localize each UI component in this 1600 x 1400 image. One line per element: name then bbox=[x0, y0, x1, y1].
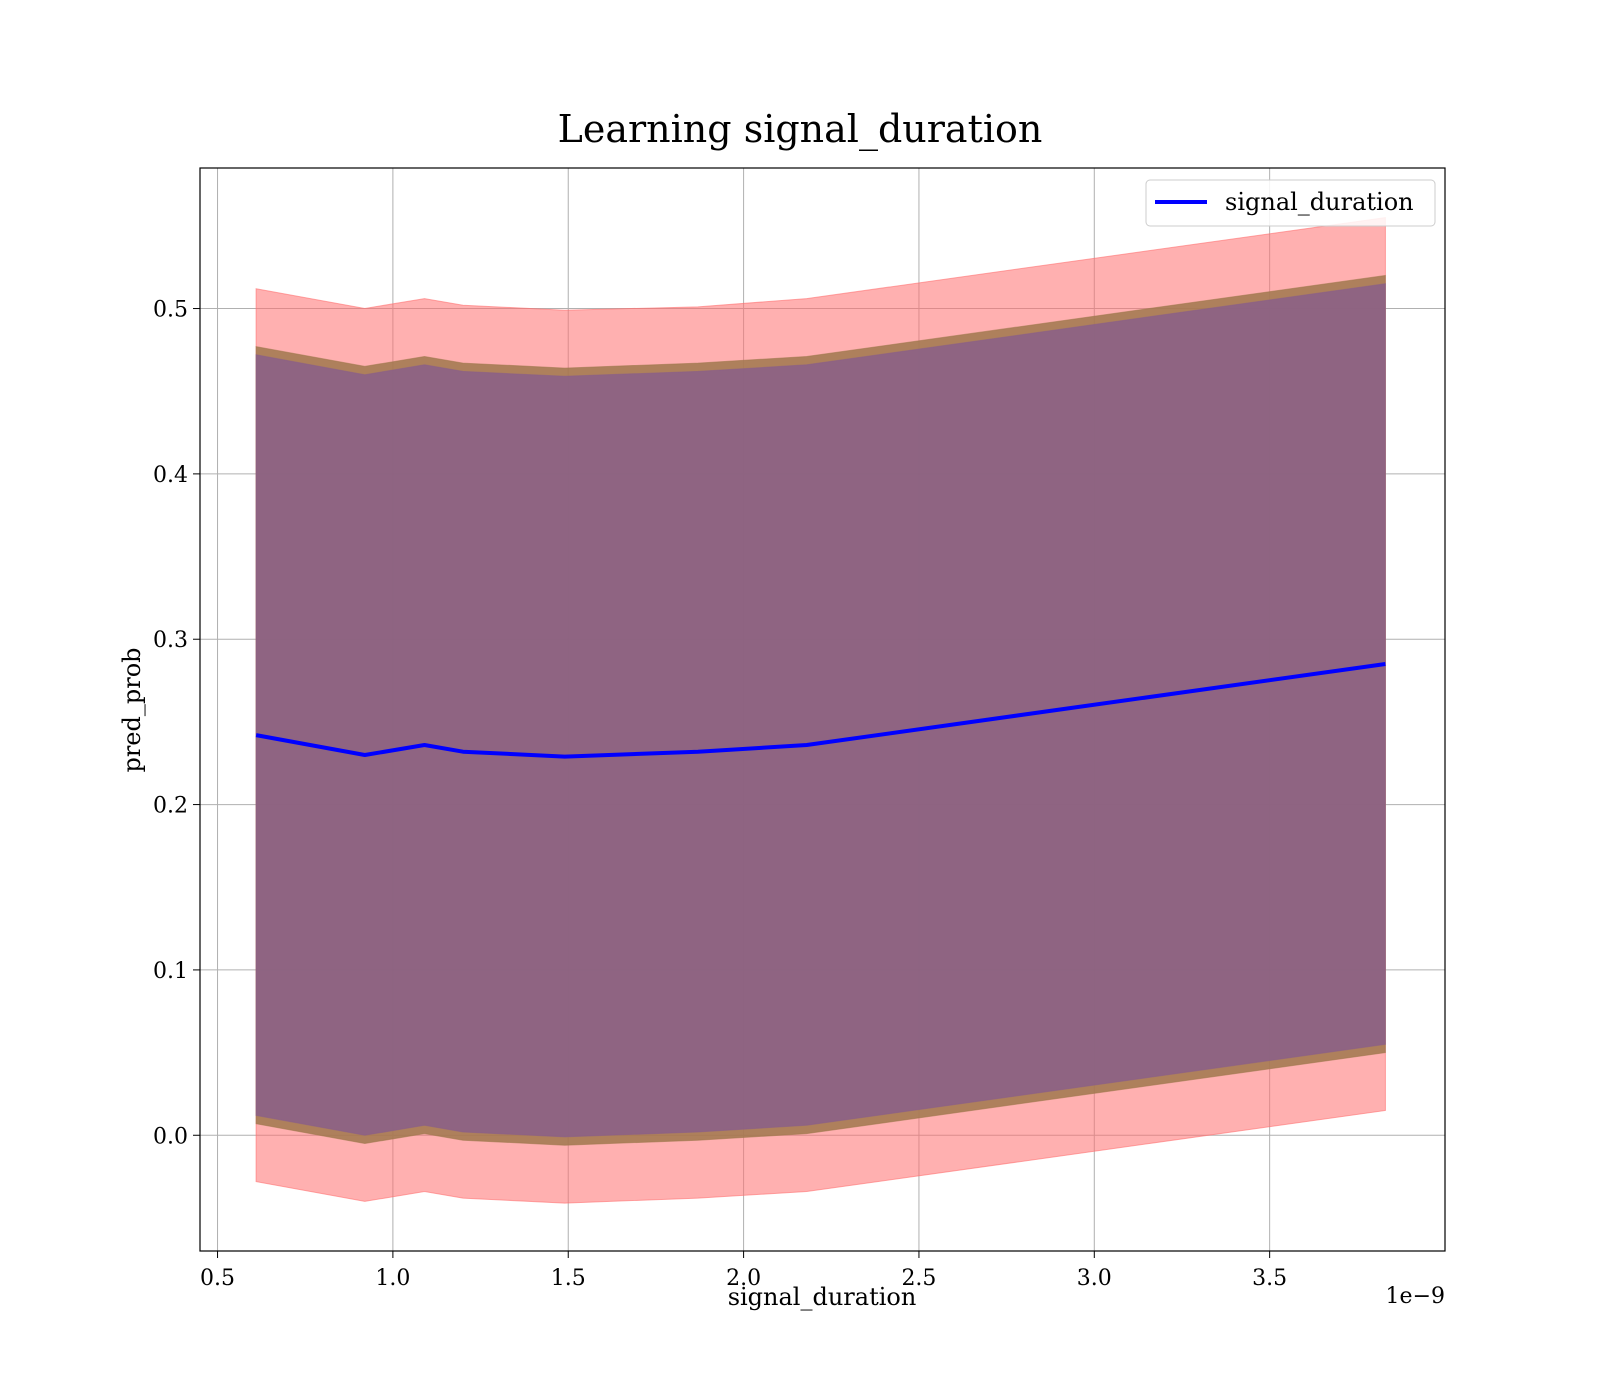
y-axis-label: pred_prob bbox=[118, 647, 146, 772]
confidence-band bbox=[255, 283, 1386, 1138]
x-tick-label: 0.5 bbox=[200, 1266, 235, 1291]
plot-frame bbox=[199, 167, 1446, 1252]
confidence-bands bbox=[255, 217, 1386, 1204]
legend-entry-label: signal_duration bbox=[1225, 188, 1414, 216]
y-tick-label: 0.5 bbox=[153, 298, 188, 323]
x-axis-offset-label: 1e−9 bbox=[1386, 1284, 1445, 1309]
y-tick-label: 0.4 bbox=[153, 463, 188, 488]
x-axis-label: signal_duration bbox=[728, 1283, 917, 1311]
y-tick-label: 0.0 bbox=[153, 1124, 188, 1149]
y-tick-label: 0.3 bbox=[153, 628, 188, 653]
x-tick-label: 2.0 bbox=[726, 1266, 761, 1291]
chart-title: Learning signal_duration bbox=[558, 107, 1043, 152]
y-tick-label: 0.1 bbox=[153, 959, 188, 984]
series-lines bbox=[255, 662, 1386, 759]
y-axis-ticks: 0.0 0.1 0.2 0.3 0.4 0.5 bbox=[153, 298, 200, 1149]
series-line bbox=[255, 662, 1386, 759]
x-axis-ticks: 0.5 1.0 1.5 2.0 2.5 3.0 3.5 bbox=[200, 1251, 1287, 1291]
x-tick-label: 3.0 bbox=[1077, 1266, 1112, 1291]
y-tick-label: 0.2 bbox=[153, 794, 188, 819]
x-tick-label: 1.0 bbox=[375, 1266, 410, 1291]
legend: signal_duration bbox=[1145, 179, 1436, 227]
x-tick-label: 3.5 bbox=[1252, 1266, 1287, 1291]
x-tick-label: 2.5 bbox=[901, 1266, 936, 1291]
x-tick-label: 1.5 bbox=[551, 1266, 586, 1291]
legend-box bbox=[1145, 179, 1436, 227]
